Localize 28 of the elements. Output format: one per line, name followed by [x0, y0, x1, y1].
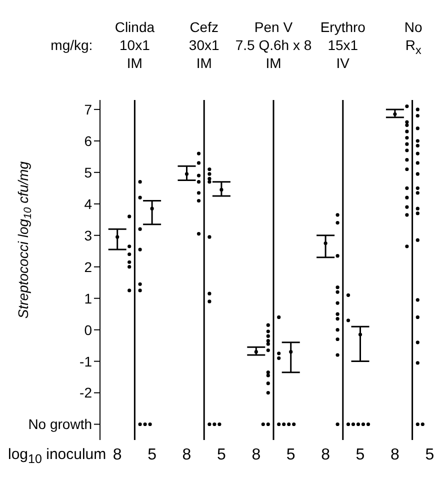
text: mg/kg: [50, 36, 93, 54]
text: Clinda 10x1 IM [114, 18, 156, 72]
y-tick-label: 1 [84, 290, 92, 306]
x-tick-label: 8 [252, 446, 261, 464]
y-tick-label: 0 [84, 322, 92, 338]
y-tick-label: 5 [84, 164, 92, 180]
x-tick-label: 5 [148, 446, 157, 464]
x-tick-label: 8 [390, 446, 400, 464]
y-tick-label: -1 [80, 353, 92, 370]
x-tick-label: 5 [286, 446, 296, 464]
y-tick-label: 6 [84, 132, 92, 149]
text: Pen V 7.5 Q.6h x 8 IM [234, 18, 313, 72]
y-tick-label: No growth [28, 416, 92, 432]
y-tick-label: 4 [84, 196, 92, 212]
text: Cefz 30x1 IM [188, 19, 220, 71]
x-tick-label: 8 [321, 446, 330, 464]
y-tick-label: -2 [80, 384, 92, 401]
text: Erythro 15x1 IV [320, 19, 366, 71]
x-tick-label: 8 [182, 446, 192, 464]
y-tick-label: 2 [84, 258, 92, 275]
y-tick-label: 3 [84, 227, 92, 244]
x-tick-label: 5 [356, 446, 365, 464]
x-tick-label: 5 [216, 446, 226, 464]
x-tick-label: 8 [112, 446, 122, 464]
text: No R$_{x}$ [403, 18, 424, 59]
x-axis-title: log$_{10}$ inoculum [8, 446, 106, 466]
x-tick-label: 5 [425, 446, 434, 464]
y-tick-label: 7 [84, 101, 92, 118]
